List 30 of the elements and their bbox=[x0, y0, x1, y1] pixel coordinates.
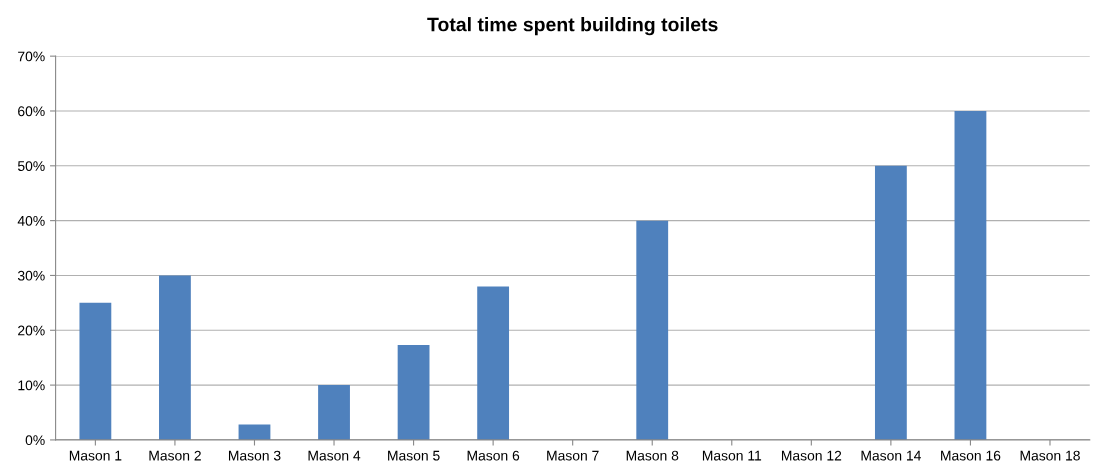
x-tick-label: Mason 11 bbox=[702, 450, 762, 461]
bar bbox=[79, 302, 112, 440]
x-tick-label: Mason 4 bbox=[308, 450, 361, 461]
y-tick-label: 50% bbox=[17, 161, 45, 171]
y-tick-label: 70% bbox=[18, 51, 45, 62]
bar bbox=[636, 220, 669, 440]
y-tick-label: 20% bbox=[18, 325, 45, 336]
y-tick-label: 10% bbox=[18, 380, 45, 391]
bar bbox=[397, 345, 430, 440]
bar bbox=[159, 275, 191, 440]
y-tick-label: 0% bbox=[25, 435, 45, 446]
x-tick-label: Mason 6 bbox=[467, 450, 520, 461]
y-tick-label: 40% bbox=[17, 215, 45, 226]
x-tick-label: Mason 2 bbox=[149, 450, 201, 461]
x-tick-label: Mason 16 bbox=[941, 450, 1001, 461]
bar bbox=[874, 165, 907, 440]
x-tick-label: Mason 18 bbox=[1020, 450, 1080, 461]
x-tick-label: Mason 12 bbox=[781, 450, 842, 461]
bar bbox=[318, 385, 350, 440]
y-tick-label: 30% bbox=[17, 270, 45, 281]
x-tick-label: Mason 14 bbox=[861, 450, 921, 461]
x-tick-label: Mason 7 bbox=[547, 450, 599, 461]
x-tick-label: Mason 1 bbox=[69, 450, 122, 461]
x-tick-label: Mason 3 bbox=[228, 450, 281, 461]
y-tick-label: 60% bbox=[18, 106, 45, 117]
x-tick-label: Mason 8 bbox=[626, 450, 679, 461]
chart-title: Total time spent building toilets bbox=[427, 17, 718, 36]
x-tick-label: Mason 5 bbox=[388, 450, 440, 461]
bar bbox=[477, 286, 510, 440]
bar bbox=[954, 110, 987, 440]
